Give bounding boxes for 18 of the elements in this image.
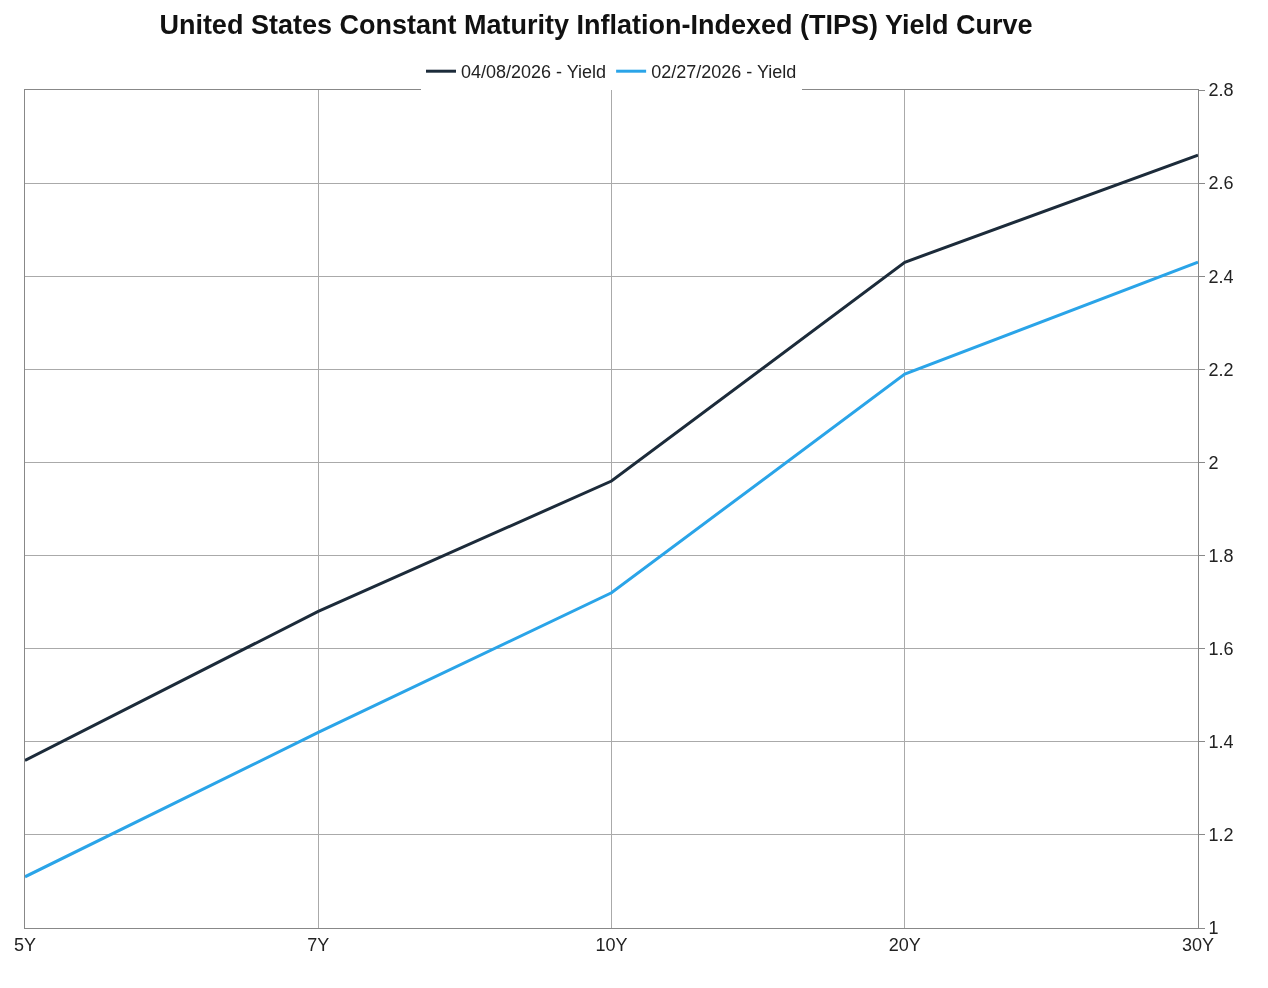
y-tick-label: 1.6	[1208, 638, 1234, 659]
legend-label: 02/27/2026 - Yield	[651, 62, 797, 83]
y-tick-label: 1.2	[1208, 825, 1234, 846]
y-tick-label: 2.2	[1208, 359, 1234, 380]
y-tick-label: 2.8	[1208, 80, 1234, 101]
y-tick-label: 2	[1208, 452, 1219, 473]
chart-title: United States Constant Maturity Inflation-Indexed (TIPS) Yield Curve	[159, 9, 1033, 40]
y-tick-label: 1.8	[1208, 545, 1234, 566]
x-tick-label: 7Y	[307, 934, 330, 955]
y-tick-label: 1.4	[1208, 732, 1234, 753]
y-tick-label: 2.6	[1208, 173, 1234, 194]
x-tick-label: 10Y	[595, 934, 628, 955]
line-series	[25, 153, 1198, 762]
x-tick-label: 5Y	[13, 934, 37, 955]
line-series	[25, 260, 1198, 879]
y-tick-label: 2.4	[1208, 266, 1234, 287]
x-tick-label: 20Y	[888, 934, 921, 955]
legend-label: 04/08/2026 - Yield	[461, 62, 607, 83]
